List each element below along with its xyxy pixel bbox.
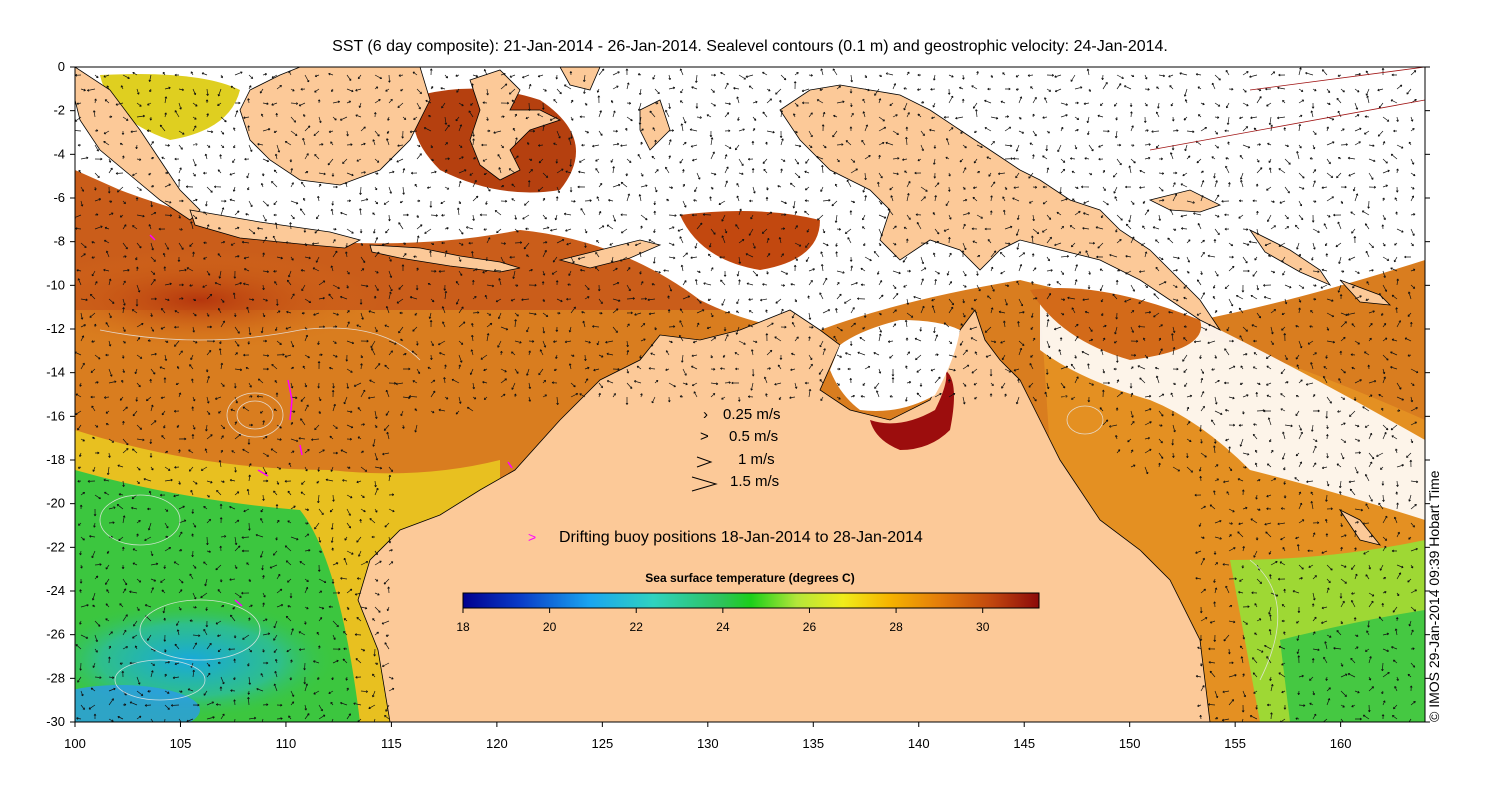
map-plot-area [75, 67, 1425, 722]
new-britain-land [1148, 189, 1222, 213]
east-green-sst [1280, 610, 1425, 722]
y-tick-label: -18 [46, 452, 65, 467]
java-land [189, 209, 362, 249]
borneo-land [239, 67, 431, 186]
y-tick-label: -8 [53, 234, 65, 249]
velocity-legend-label-1: 1 m/s [738, 451, 775, 468]
velocity-arrow-0-25: › [703, 406, 708, 423]
y-tick-label: -14 [46, 365, 65, 380]
x-tick-label: 150 [1119, 736, 1141, 751]
moluccas-land [639, 99, 671, 151]
colorbar-tick-label: 20 [543, 620, 557, 634]
x-tick-label: 130 [697, 736, 719, 751]
y-tick-label: -4 [53, 146, 65, 161]
warm-sst-core [75, 250, 380, 350]
buoy-legend-marker: > [528, 529, 536, 545]
map-title: SST (6 day composite): 21-Jan-2014 - 26-… [332, 38, 1168, 55]
x-tick-label: 155 [1224, 736, 1246, 751]
x-tick-label: 135 [802, 736, 824, 751]
lesser-sunda-land [369, 244, 521, 273]
y-tick-label: -6 [53, 190, 65, 205]
geostrophic-velocity-vectors [75, 67, 1419, 722]
australia-land [357, 309, 1211, 722]
x-tick-label: 145 [1013, 736, 1035, 751]
gulf-carpentaria-sst [870, 370, 954, 450]
buoy-legend: > Drifting buoy positions 18-Jan-2014 to… [528, 529, 923, 546]
x-tick-label: 160 [1330, 736, 1352, 751]
y-tick-label: -30 [46, 714, 65, 729]
colorbar-tick-label: 30 [976, 620, 990, 634]
x-tick-label: 115 [381, 736, 402, 751]
colorbar-title: Sea surface temperature (degrees C) [645, 571, 854, 585]
y-tick-label: -26 [46, 627, 65, 642]
y-tick-label: -10 [46, 277, 65, 292]
colorbar-tick-label: 18 [456, 620, 470, 634]
colorbar-gradient [462, 592, 1040, 609]
sst-colorbar: Sea surface temperature (degrees C) 18 20… [456, 571, 1040, 634]
velocity-legend: › 0.25 m/s > 0.5 m/s 1 m/s 1.5 m/s [691, 406, 781, 492]
satellite-swath-streaks [1149, 67, 1425, 151]
buoy-legend-label: Drifting buoy positions 18-Jan-2014 to 2… [559, 529, 923, 546]
x-tick-label: 125 [591, 736, 613, 751]
y-tick-label: -2 [53, 103, 65, 118]
gulf-carpentaria-cloud [830, 320, 960, 411]
colorbar-tick-label: 28 [889, 620, 903, 634]
sealevel-contours [99, 327, 1279, 701]
y-tick-label: -22 [46, 539, 65, 554]
x-tick-label: 105 [170, 736, 192, 751]
colorbar-tick-label: 24 [716, 620, 730, 634]
sulawesi-land [469, 69, 562, 181]
x-tick-label: 120 [486, 736, 508, 751]
sumatra-land [75, 67, 201, 221]
y-tick-label: -24 [46, 583, 65, 598]
colorbar-tick-label: 26 [803, 620, 817, 634]
new-caledonia-land [1338, 508, 1382, 546]
map-frame [74, 66, 1426, 723]
land-masses [75, 67, 1392, 722]
x-tick-label: 110 [276, 736, 297, 751]
warm-sst-patch-arafura [680, 211, 820, 270]
x-tick-label: 140 [908, 736, 930, 751]
drifting-buoy-positions [149, 234, 513, 607]
warm-sst-patch-coral [1030, 288, 1202, 360]
colorbar-ticks: 18 20 22 24 26 28 30 [456, 608, 990, 634]
coldest-sst-patch [75, 685, 200, 722]
x-axis: 100 105 110 115 120 125 130 135 140 145 150 155 160 [64, 722, 1351, 751]
y-tick-label: -28 [46, 670, 65, 685]
velocity-legend-label-1-5: 1.5 m/s [730, 473, 779, 490]
velocity-legend-label-0-5: 0.5 m/s [729, 428, 778, 445]
x-tick-label: 100 [64, 736, 86, 751]
velocity-arrow-1 [696, 456, 713, 468]
y-tick-label: -16 [46, 408, 65, 423]
velocity-legend-label-0-25: 0.25 m/s [723, 406, 781, 423]
y-tick-label: -20 [46, 496, 65, 511]
timor-land [558, 239, 662, 269]
velocity-arrow-0-5: > [700, 428, 709, 445]
y-tick-label: -12 [46, 321, 65, 336]
velocity-arrow-field [75, 67, 1419, 722]
y-axis: 0 -2 -4 -6 -8 -10 -12 -14 -16 -18 -20 -22 -24 -26 -28 -… [46, 59, 1430, 729]
colorbar-tick-label: 22 [630, 620, 644, 634]
velocity-arrow-1-5 [691, 476, 718, 492]
y-tick-label: 0 [58, 59, 65, 74]
imos-credit: © IMOS 29-Jan-2014 09:39 Hobart Time [1426, 470, 1442, 722]
